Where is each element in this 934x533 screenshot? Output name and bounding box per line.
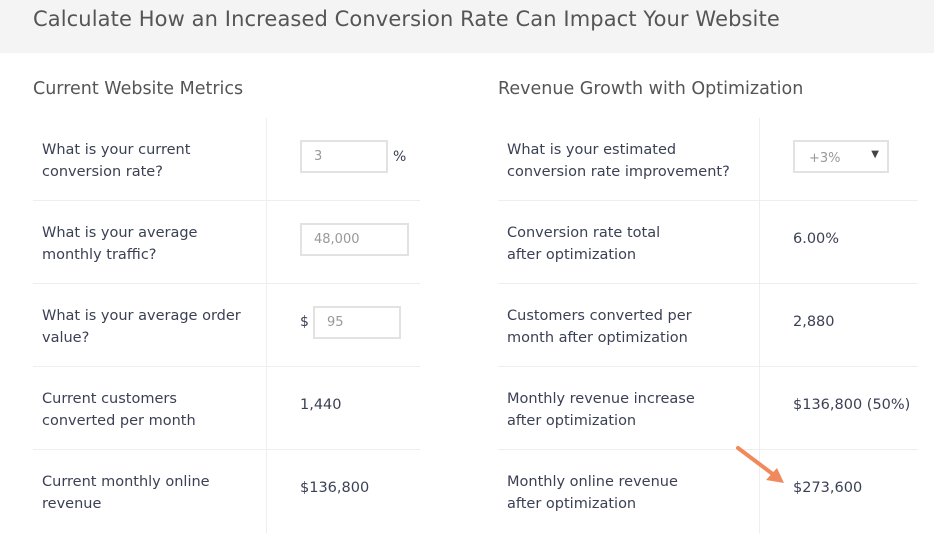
highlight-arrow-icon (736, 446, 784, 483)
customers-after-value: 2,880 (793, 314, 835, 330)
table-row: Monthly online revenue after optimizatio… (498, 450, 918, 533)
percent-unit: % (393, 149, 407, 165)
order-value-input[interactable] (313, 306, 401, 339)
table-row: Current customers converted per month 1,… (33, 367, 420, 450)
dropdown-caret-icon: ▼ (871, 149, 879, 160)
customers-after-label: Customers converted per month after opti… (507, 308, 692, 346)
monthly-traffic-input[interactable] (300, 223, 409, 256)
revenue-after-label: Monthly online revenue after optimizatio… (507, 474, 678, 512)
table-row: What is your estimated conversion rate i… (498, 118, 918, 201)
table-row: Current monthly online revenue $136,800 (33, 450, 420, 533)
revenue-after-value: $273,600 (793, 480, 863, 496)
current-metrics-heading: Current Website Metrics (33, 79, 244, 99)
improvement-label: What is your estimated conversion rate i… (507, 142, 730, 180)
total-rate-value: 6.00% (793, 231, 840, 247)
order-value-label: What is your average order value? (42, 308, 241, 346)
current-revenue-value: $136,800 (300, 480, 370, 496)
current-metrics-table: What is your current conversion rate? % … (33, 118, 420, 533)
page-header: Calculate How an Increased Conversion Ra… (0, 0, 934, 53)
improvement-select[interactable]: +3% ▼ (793, 140, 889, 173)
conversion-rate-input[interactable] (300, 140, 388, 173)
revenue-growth-heading: Revenue Growth with Optimization (498, 79, 804, 99)
table-row: What is your average order value? $ (33, 284, 420, 367)
dollar-prefix: $ (300, 314, 309, 330)
revenue-increase-label: Monthly revenue increase after optimizat… (507, 391, 695, 429)
current-customers-value: 1,440 (300, 397, 342, 413)
monthly-traffic-label: What is your average monthly traffic? (42, 225, 198, 263)
page-title: Calculate How an Increased Conversion Ra… (33, 7, 780, 31)
revenue-growth-table: What is your estimated conversion rate i… (498, 118, 918, 533)
current-customers-label: Current customers converted per month (42, 391, 196, 429)
total-rate-label: Conversion rate total after optimization (507, 225, 661, 263)
current-revenue-label: Current monthly online revenue (42, 474, 210, 512)
table-row: Conversion rate total after optimization… (498, 201, 918, 284)
conversion-rate-label: What is your current conversion rate? (42, 142, 191, 180)
improvement-selected-value: +3% (809, 151, 841, 166)
revenue-increase-value: $136,800 (50%) (793, 397, 911, 413)
table-row: What is your average monthly traffic? (33, 201, 420, 284)
table-row: Customers converted per month after opti… (498, 284, 918, 367)
table-row: What is your current conversion rate? % (33, 118, 420, 201)
table-row: Monthly revenue increase after optimizat… (498, 367, 918, 450)
